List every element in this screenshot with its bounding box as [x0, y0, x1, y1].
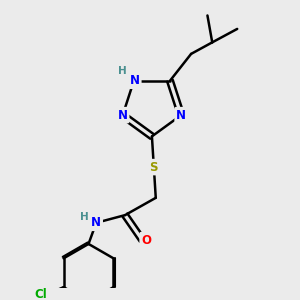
Text: N: N [130, 74, 140, 87]
Text: N: N [176, 109, 186, 122]
Text: N: N [91, 216, 101, 229]
Text: Cl: Cl [34, 288, 47, 300]
Text: H: H [80, 212, 89, 222]
Text: H: H [118, 66, 127, 76]
Text: O: O [141, 234, 151, 247]
Text: S: S [150, 160, 158, 174]
Text: N: N [118, 109, 128, 122]
